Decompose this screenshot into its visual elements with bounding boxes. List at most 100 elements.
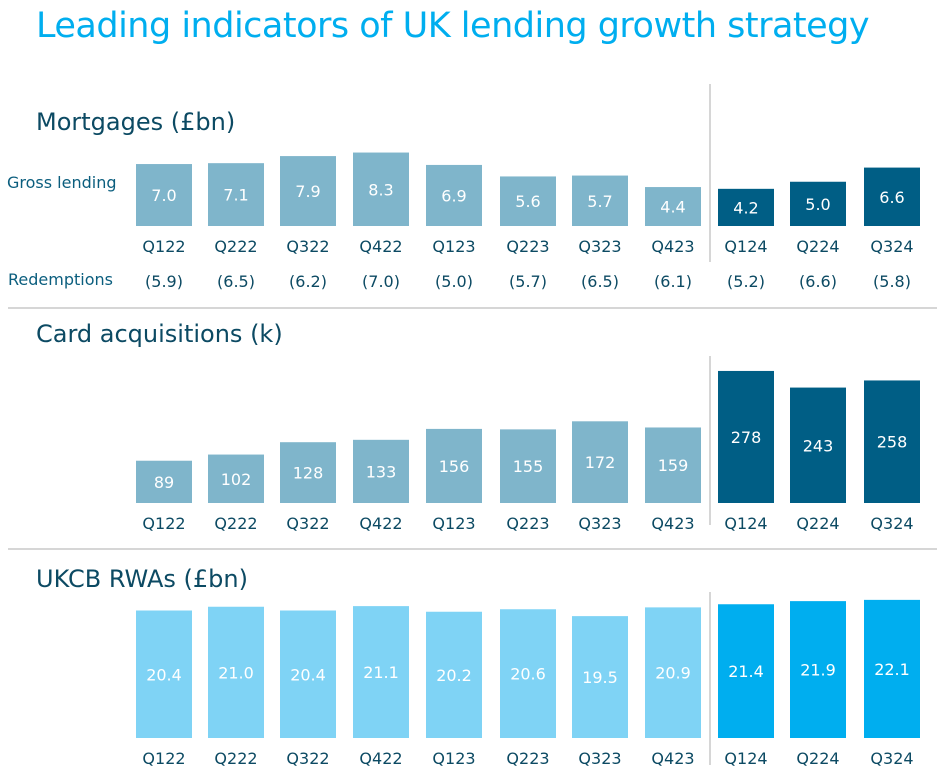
mortgage-tick-label: Q423 xyxy=(651,237,694,256)
mortgage-bar-value: 6.6 xyxy=(879,188,904,207)
cards-bar-value: 155 xyxy=(513,457,544,476)
cards-bar xyxy=(572,421,628,503)
cards-bar xyxy=(136,460,192,503)
cards-tick-label: Q124 xyxy=(724,514,767,533)
rwas-bar xyxy=(353,606,409,738)
redemptions-value: (6.6) xyxy=(799,272,837,291)
rwas-bar xyxy=(208,606,264,738)
cards-tick-label: Q224 xyxy=(796,514,839,533)
cards-tick-label: Q222 xyxy=(214,514,257,533)
rwas-tick-label: Q422 xyxy=(359,749,402,768)
rwas-bar xyxy=(500,609,556,738)
rwas-bar-value: 20.4 xyxy=(290,665,326,684)
cards-bar xyxy=(500,429,556,503)
cards-bar xyxy=(790,387,846,503)
page-title: Leading indicators of UK lending growth … xyxy=(36,6,870,46)
redemptions-value: (6.5) xyxy=(581,272,619,291)
cards-tick-label: Q323 xyxy=(578,514,621,533)
mortgage-bar-value: 6.9 xyxy=(441,186,466,205)
redemptions-value: (5.9) xyxy=(145,272,183,291)
cards-tick-label: Q423 xyxy=(651,514,694,533)
rwas-tick-label: Q224 xyxy=(796,749,839,768)
mortgage-bar xyxy=(426,164,482,226)
rwas-bar xyxy=(864,599,920,738)
mortgage-tick-label: Q224 xyxy=(796,237,839,256)
mortgage-bar xyxy=(790,181,846,226)
redemptions-value: (5.7) xyxy=(509,272,547,291)
mortgage-tick-label: Q322 xyxy=(286,237,329,256)
rwas-bar-value: 21.9 xyxy=(800,661,836,680)
redemptions-value: (6.2) xyxy=(289,272,327,291)
redemptions-value: (5.8) xyxy=(873,272,911,291)
rwas-bar-value: 20.4 xyxy=(146,665,182,684)
redemptions-value: (7.0) xyxy=(362,272,400,291)
cards-bar xyxy=(718,370,774,503)
rwas-bar xyxy=(572,616,628,738)
mortgage-bar-value: 7.1 xyxy=(223,186,248,205)
gross-lending-label: Gross lending xyxy=(7,173,117,192)
mortgage-bar-value: 4.4 xyxy=(660,198,685,217)
mortgage-bar xyxy=(645,187,701,226)
cards-bar-value: 89 xyxy=(154,473,174,492)
rwas-tick-label: Q222 xyxy=(214,749,257,768)
rwas-bar-value: 20.2 xyxy=(436,666,472,685)
rwas-tick-label: Q322 xyxy=(286,749,329,768)
mortgage-tick-label: Q222 xyxy=(214,237,257,256)
mortgage-bar xyxy=(353,152,409,226)
cards-tick-label: Q324 xyxy=(870,514,913,533)
cards-panel-title: Card acquisitions (k) xyxy=(36,320,283,348)
cards-bar xyxy=(864,380,920,503)
mortgage-bar xyxy=(500,176,556,226)
rwas-tick-label: Q123 xyxy=(432,749,475,768)
rwas-tick-label: Q124 xyxy=(724,749,767,768)
mortgage-bar-value: 7.9 xyxy=(295,182,320,201)
mortgage-bar-value: 7.0 xyxy=(151,186,176,205)
cards-bar xyxy=(426,428,482,503)
redemptions-value: (5.2) xyxy=(727,272,765,291)
rwas-bar-value: 21.0 xyxy=(218,663,254,682)
rwas-bar xyxy=(718,604,774,738)
cards-tick-label: Q123 xyxy=(432,514,475,533)
rwas-bar-value: 19.5 xyxy=(582,668,618,687)
rwas-tick-label: Q323 xyxy=(578,749,621,768)
cards-bar xyxy=(208,454,264,503)
rwas-bar-value: 20.6 xyxy=(510,665,546,684)
cards-tick-label: Q122 xyxy=(142,514,185,533)
cards-bar-value: 258 xyxy=(877,433,908,452)
cards-bar xyxy=(280,442,336,503)
cards-bar xyxy=(645,427,701,503)
mortgage-bar xyxy=(280,156,336,226)
mortgage-bar xyxy=(718,188,774,226)
rwas-bar-value: 22.1 xyxy=(874,660,910,679)
mortgage-tick-label: Q122 xyxy=(142,237,185,256)
redemptions-label: Redemptions xyxy=(8,270,113,289)
cards-bar-value: 243 xyxy=(803,436,834,455)
mortgage-bar-value: 5.0 xyxy=(805,195,830,214)
rwas-tick-label: Q223 xyxy=(506,749,549,768)
mortgage-tick-label: Q223 xyxy=(506,237,549,256)
mortgage-bar xyxy=(208,163,264,226)
mortgage-bar xyxy=(136,164,192,226)
mortgage-bar-value: 8.3 xyxy=(368,180,393,199)
cards-bar-value: 102 xyxy=(221,470,252,489)
mortgages-panel-title: Mortgages (£bn) xyxy=(36,108,236,136)
rwas-bar xyxy=(790,601,846,738)
redemptions-value: (6.1) xyxy=(654,272,692,291)
cards-bar-value: 156 xyxy=(439,457,470,476)
mortgage-tick-label: Q123 xyxy=(432,237,475,256)
rwas-bar xyxy=(280,610,336,738)
mortgage-bar-value: 4.2 xyxy=(733,198,758,217)
mortgage-bar xyxy=(572,175,628,226)
mortgage-tick-label: Q323 xyxy=(578,237,621,256)
mortgage-bar-value: 5.7 xyxy=(587,192,612,211)
cards-bar-value: 159 xyxy=(658,456,689,475)
rwas-bar xyxy=(426,611,482,738)
rwas-bar-value: 20.9 xyxy=(655,664,691,683)
mortgage-tick-label: Q324 xyxy=(870,237,913,256)
rwas-bar xyxy=(645,607,701,738)
cards-bar-value: 172 xyxy=(585,453,616,472)
cards-bar-value: 128 xyxy=(293,464,324,483)
cards-tick-label: Q223 xyxy=(506,514,549,533)
